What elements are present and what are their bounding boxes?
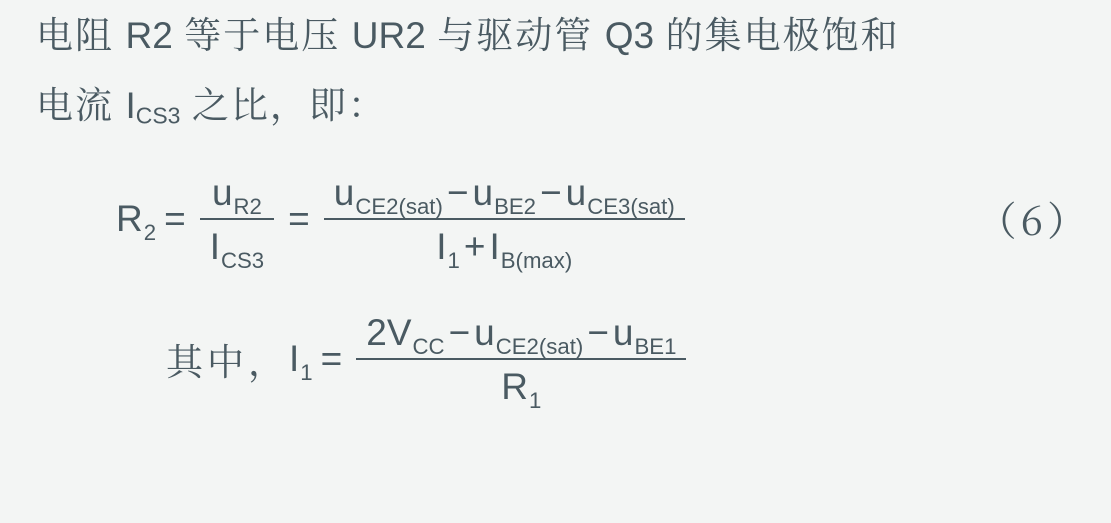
sub: B(max) xyxy=(501,248,573,274)
minus: − xyxy=(536,172,566,214)
I-Bmax: I B(max) xyxy=(489,226,572,268)
text: 之比，即： xyxy=(180,75,386,129)
base: u xyxy=(474,312,495,354)
sym-q3: Q3 xyxy=(605,15,654,56)
body-line-2: 电流 ICS3 之比，即： xyxy=(36,84,1097,128)
text: 与驱动管 xyxy=(426,5,605,59)
base: u xyxy=(334,172,355,214)
frac-uR2-over-ICS3: u R2 I CS3 xyxy=(200,170,274,268)
u-CE2sat: u CE2(sat) xyxy=(334,172,443,214)
base: I xyxy=(436,226,446,268)
base: R xyxy=(501,366,528,408)
lhs-I1: I 1 xyxy=(289,338,313,380)
frac-main: u CE2(sat) − u BE2 − u CE3(sat) I 1 xyxy=(324,170,685,268)
sub: 1 xyxy=(300,360,312,386)
sym-I: I xyxy=(125,85,135,126)
numerator: 2 V CC − u CE2(sat) − u BE1 xyxy=(356,310,686,358)
u-CE2sat: u CE2(sat) xyxy=(474,312,583,354)
equals: = xyxy=(280,198,318,240)
numerator: u R2 xyxy=(202,170,272,218)
text: 等于电压 xyxy=(173,5,352,59)
coef-2: 2 xyxy=(366,312,387,354)
I1: I 1 xyxy=(436,226,460,268)
frac-I1: 2 V CC − u CE2(sat) − u BE1 R xyxy=(356,310,686,408)
base: R xyxy=(116,198,143,240)
V-CC: V CC xyxy=(387,312,445,354)
equals: = xyxy=(313,338,351,380)
sub: 2 xyxy=(144,220,156,246)
denominator: I CS3 xyxy=(200,220,274,268)
body-line-1: 电阻 R2 等于电压 UR2 与驱动管 Q3 的集电极饱和 xyxy=(36,14,1097,54)
sub: CE3(sat) xyxy=(587,194,675,220)
sub: BE2 xyxy=(494,194,536,220)
base: I xyxy=(489,226,499,268)
equals: = xyxy=(156,198,194,240)
denominator: R 1 xyxy=(491,360,551,408)
u-BE1: u BE1 xyxy=(613,312,677,354)
text: 电流 xyxy=(36,75,125,129)
base: I xyxy=(289,338,299,380)
sub: CC xyxy=(413,334,445,360)
minus: − xyxy=(445,312,475,354)
sym-ur2: UR2 xyxy=(352,15,426,56)
R1: R 1 xyxy=(501,366,541,408)
numerator: u CE2(sat) − u BE2 − u CE3(sat) xyxy=(324,170,685,218)
text: 电阻 xyxy=(36,5,125,59)
equation-6: R 2 = u R2 I CS3 = u xyxy=(36,170,1097,268)
base: u xyxy=(212,172,233,214)
denominator: I 1 + I B(max) xyxy=(426,220,582,268)
base: V xyxy=(387,312,412,354)
u-CE3sat: u CE3(sat) xyxy=(566,172,675,214)
lhs-R2: R 2 xyxy=(116,198,156,240)
text: 的集电极饱和 xyxy=(654,5,899,59)
sub: 1 xyxy=(529,388,541,414)
sub: R2 xyxy=(234,194,262,220)
I-CS3: I CS3 xyxy=(210,226,264,268)
sym-I-sub: CS3 xyxy=(136,103,181,129)
page: 电阻 R2 等于电压 UR2 与驱动管 Q3 的集电极饱和 电流 ICS3 之比… xyxy=(0,0,1111,523)
prefix-text: 其中， xyxy=(166,332,289,386)
minus: − xyxy=(583,312,613,354)
sub: CE2(sat) xyxy=(496,334,584,360)
base: I xyxy=(210,226,220,268)
sub: CS3 xyxy=(221,248,264,274)
base: u xyxy=(613,312,634,354)
equation-I1: 其中， I 1 = 2 V CC − u CE2(sat) − u xyxy=(36,310,1097,408)
plus: + xyxy=(460,226,490,268)
equation-number: （6） xyxy=(977,190,1097,247)
sym-r2: R2 xyxy=(125,15,172,56)
sub: CE2(sat) xyxy=(355,194,443,220)
sub: BE1 xyxy=(634,334,676,360)
u-BE2: u BE2 xyxy=(472,172,536,214)
base: u xyxy=(566,172,587,214)
u-R2: u R2 xyxy=(212,172,262,214)
minus: − xyxy=(443,172,473,214)
sub: 1 xyxy=(448,248,460,274)
base: u xyxy=(472,172,493,214)
